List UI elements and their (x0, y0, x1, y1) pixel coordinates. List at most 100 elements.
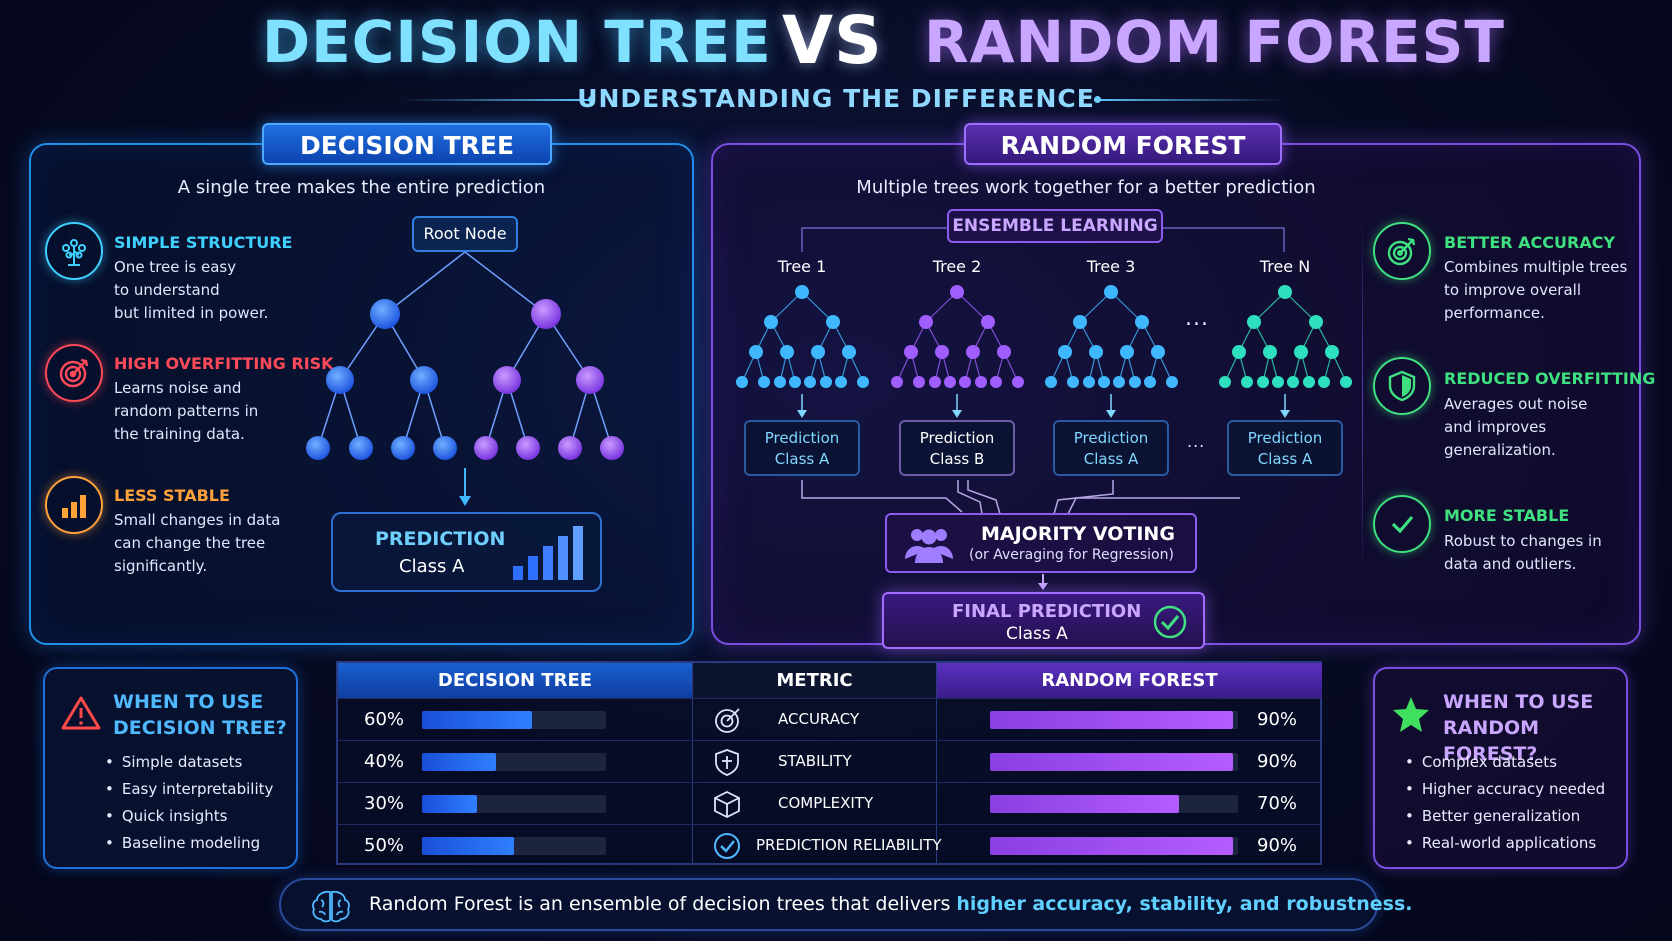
prediction-title: PREDICTION (375, 528, 506, 550)
random-forest-bar-fill (990, 711, 1233, 729)
tree-node (370, 299, 400, 329)
tree-node (904, 345, 918, 359)
prediction-class: Class A (399, 556, 465, 577)
title-row: DECISION TREE VS RANDOM FOREST (0, 2, 1672, 88)
tree-node (1278, 285, 1292, 299)
mini-tree (891, 285, 1024, 418)
list-item: Quick insights (105, 803, 273, 830)
when-list: Complex datasets Higher accuracy needed … (1405, 749, 1605, 857)
tree-node (929, 376, 941, 388)
decision-tree-bar (422, 753, 606, 771)
decision-tree-bar-fill (422, 711, 533, 729)
decision-tree-value: 40% (364, 751, 405, 772)
title-vs: VS (782, 2, 883, 79)
majority-voting-box: MAJORITY VOTING (or Averaging for Regres… (885, 513, 1197, 573)
tree-label: Tree 3 (1086, 257, 1136, 276)
tree-node (789, 376, 801, 388)
decision-tree-bar-fill (422, 795, 478, 813)
target-check-icon (1373, 222, 1431, 280)
tree-node (1294, 345, 1308, 359)
decision-tree-value: 50% (364, 835, 405, 856)
highlight-stability: stability (1139, 893, 1226, 915)
trees-ellipsis: ... (1185, 306, 1209, 331)
tree-node (1340, 376, 1352, 388)
tree-node (1309, 315, 1323, 329)
final-prediction-title: FINAL PREDICTION (952, 601, 1142, 622)
tree-node (1325, 345, 1339, 359)
target-icon (45, 344, 103, 402)
tree-prediction-box: Prediction Class A (744, 420, 860, 476)
tree-node (1241, 376, 1253, 388)
feature-text: Learns noise and random patterns in the … (114, 379, 259, 443)
mini-tree (1045, 285, 1178, 418)
tree-node (944, 376, 956, 388)
target-icon (715, 708, 740, 733)
tree-node (1045, 376, 1057, 388)
feature-title: MORE STABLE (1444, 506, 1570, 525)
feature-title: BETTER ACCURACY (1444, 233, 1616, 252)
tree-node (1318, 376, 1330, 388)
tree-node (1272, 376, 1284, 388)
prediction-label: Prediction (919, 429, 995, 447)
tree-node (1073, 315, 1087, 329)
tree-label: Tree N (1259, 257, 1311, 276)
feature-title: LESS STABLE (114, 486, 230, 505)
random-forest-tab: RANDOM FOREST (964, 123, 1282, 165)
tree-node (966, 345, 980, 359)
tree-node (1232, 345, 1246, 359)
subtitle-line-left (400, 99, 590, 101)
warning-icon (61, 696, 101, 730)
random-forest-bar (990, 837, 1238, 855)
tree-leaf (391, 436, 415, 460)
summary-text: Random Forest is an ensemble of decision… (369, 893, 1412, 915)
prediction-label: Prediction (1247, 429, 1323, 447)
check-circle-icon (714, 833, 740, 859)
tree-node (1144, 376, 1156, 388)
feature-text: One tree is easy to understand but limit… (114, 258, 269, 322)
predictions-ellipsis: ... (1187, 432, 1206, 451)
comparison-table: DECISION TREE METRIC RANDOM FOREST 60% AC… (336, 661, 1322, 865)
tree-icon (45, 222, 103, 280)
brain-icon (312, 890, 350, 923)
table-row: 50% PREDICTION RELIABILITY 90% (338, 824, 1320, 866)
random-forest-value: 70% (1257, 793, 1298, 814)
tree-node (1129, 376, 1141, 388)
side-divider (1362, 213, 1363, 580)
list-item: Higher accuracy needed (1405, 776, 1605, 803)
subtitle-dot-left (588, 96, 595, 103)
metric-name: STABILITY (778, 752, 852, 770)
tree-node (780, 345, 794, 359)
metric-name: PREDICTION RELIABILITY (756, 836, 942, 854)
tree-node (950, 285, 964, 299)
tree-node (1113, 376, 1125, 388)
decision-tree-description: A single tree makes the entire predictio… (177, 177, 546, 198)
summary-suffix: . (1405, 893, 1413, 915)
list-item: Easy interpretability (105, 776, 274, 803)
when-title: WHEN TO USE DECISION TREE? (113, 691, 287, 739)
tree-node (410, 366, 438, 394)
feature-text: Robust to changes in data and outliers. (1444, 532, 1602, 573)
tree-node (842, 345, 856, 359)
shield-icon (1373, 357, 1431, 415)
feature-title: HIGH OVERFITTING RISK (114, 354, 334, 373)
decision-tree-value: 60% (364, 709, 405, 730)
decision-tree-bar (422, 795, 606, 813)
prediction-class: Class A (1083, 450, 1139, 468)
ensemble-learning-label: ENSEMBLE LEARNING (947, 209, 1163, 243)
list-item: Simple datasets (105, 749, 273, 776)
tree-label: Tree 2 (932, 257, 982, 276)
random-forest-value: 90% (1257, 751, 1298, 772)
tree-leaf (474, 436, 498, 460)
tree-label: Tree 1 (777, 257, 827, 276)
list-item: Better generalization (1405, 803, 1605, 830)
tree-leaf (516, 436, 540, 460)
tree-node (959, 376, 971, 388)
bar-chart-icon (45, 476, 103, 534)
tree-leaf (600, 436, 624, 460)
table-row: 40% STABILITY 90% (338, 740, 1320, 782)
prediction-class: Class A (1257, 450, 1313, 468)
tree-node (820, 376, 832, 388)
when-list: Simple datasets Easy interpretability Qu… (105, 749, 274, 857)
bar-chart-icon (513, 526, 583, 580)
list-item: Real-world applications (1405, 830, 1605, 857)
